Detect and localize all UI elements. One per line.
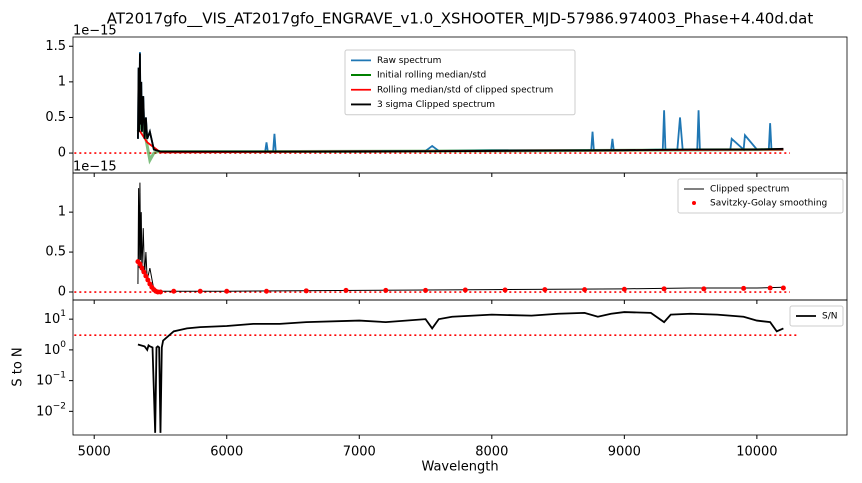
series-line	[136, 120, 784, 165]
legend-marker	[692, 201, 696, 205]
offset-text: 1e−15	[73, 160, 117, 175]
legend: S/N	[789, 305, 844, 327]
data-point	[145, 277, 151, 283]
x-tick-label: 7000	[343, 445, 376, 460]
y-axis-label: S to N	[11, 347, 26, 386]
legend-box	[789, 305, 844, 327]
data-point	[780, 285, 786, 291]
legend: Raw spectrum Initial rolling median/std Ro…	[344, 49, 576, 116]
legend-label: Initial rolling median/std	[377, 71, 486, 81]
plot-area	[74, 311, 797, 433]
data-point	[137, 261, 143, 267]
data-point	[661, 286, 667, 292]
y-tick-label: 0.5	[45, 110, 66, 125]
legend-label: Clipped spectrum	[710, 185, 789, 195]
legend-label: Savitzky-Golay smoothing	[710, 199, 827, 209]
data-point	[141, 269, 147, 275]
data-point	[264, 288, 269, 294]
series-line	[137, 311, 784, 433]
legend-box	[344, 49, 576, 116]
data-point	[542, 287, 548, 293]
data-point	[423, 287, 429, 293]
data-point	[462, 287, 468, 293]
y-tick-label: 1	[58, 205, 66, 220]
data-point	[582, 287, 588, 293]
y-tick-label: 0.5	[45, 245, 66, 260]
legend-box	[677, 178, 844, 214]
y-tick-label: 1	[58, 74, 66, 89]
x-tick-label: 9000	[608, 445, 641, 460]
data-point	[741, 285, 747, 291]
x-axis-label: Wavelength	[421, 460, 498, 475]
y-tick-label: 101	[44, 309, 66, 327]
y-tick-label: 10−1	[36, 370, 66, 388]
legend-label: Raw spectrum	[377, 56, 441, 66]
y-tick-label: 0	[58, 146, 66, 161]
y-tick-label: 1.5	[45, 39, 66, 54]
chart-title: AT2017gfo__VIS_AT2017gfo_ENGRAVE_v1.0_XS…	[107, 10, 814, 29]
data-point	[383, 287, 389, 293]
legend-label: Rolling median/std of clipped spectrum	[377, 85, 553, 95]
data-point	[224, 288, 230, 294]
data-point	[157, 289, 163, 295]
y-tick-label: 100	[44, 339, 67, 357]
data-point	[343, 287, 349, 293]
y-tick-label: 0	[58, 285, 66, 300]
plot-area	[74, 51, 791, 165]
legend-label: 3 sigma Clipped spectrum	[377, 100, 495, 110]
x-tick-label: 10000	[736, 445, 777, 460]
axes-frame	[72, 299, 848, 436]
y-tick-label: 10−2	[36, 401, 66, 419]
data-point	[197, 288, 203, 294]
offset-text: 1e−15	[73, 24, 117, 39]
data-point	[701, 286, 707, 292]
data-point	[621, 286, 627, 292]
legend-label: S/N	[822, 312, 837, 322]
data-point	[502, 287, 508, 293]
series-line	[137, 53, 784, 153]
x-tick-label: 6000	[210, 445, 243, 460]
x-tick-label: 8000	[475, 445, 508, 460]
data-point	[171, 288, 177, 294]
legend: Clipped spectrum Savitzky-Golay smoothing	[677, 178, 844, 214]
data-point	[303, 288, 309, 294]
plot-area	[74, 182, 791, 295]
data-point	[139, 265, 145, 271]
x-tick-label: 5000	[78, 445, 111, 460]
data-point	[767, 285, 773, 291]
data-point	[143, 273, 149, 279]
